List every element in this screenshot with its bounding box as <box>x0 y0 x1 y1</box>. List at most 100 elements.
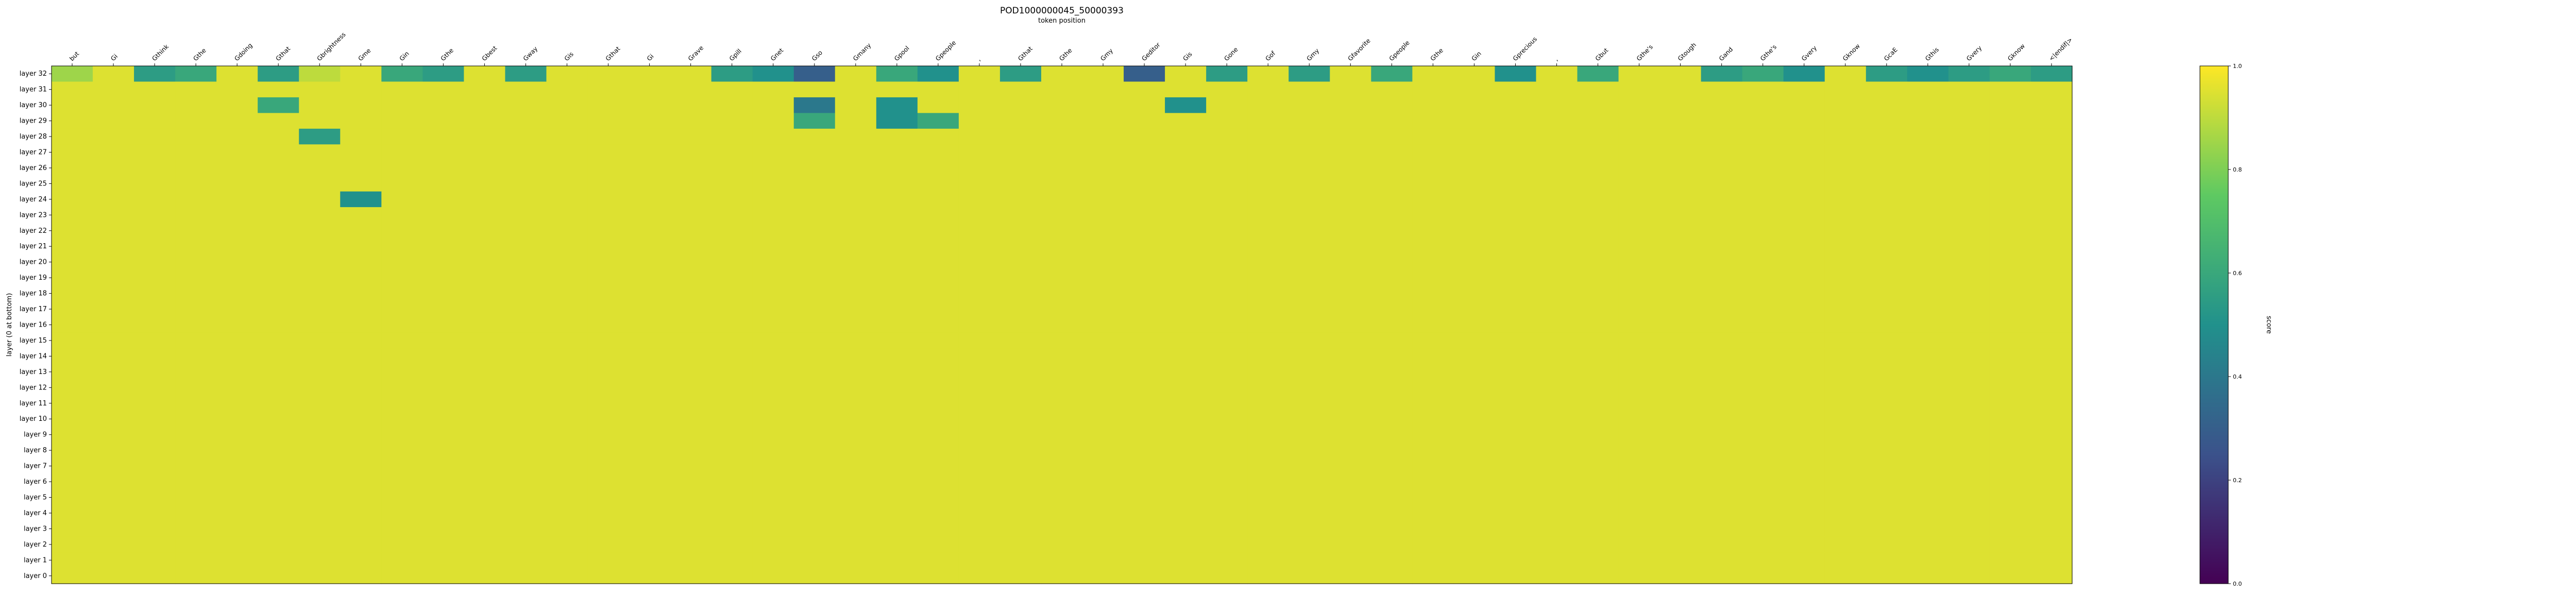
heatmap-cell <box>1866 332 1908 349</box>
heatmap-cell <box>1536 301 1578 317</box>
heatmap-cell <box>1289 380 1330 396</box>
heatmap-cell <box>1082 113 1124 129</box>
heatmap-cell <box>464 66 506 82</box>
heatmap-cell <box>505 317 547 333</box>
heatmap-cell <box>752 458 794 474</box>
heatmap-cell <box>1082 128 1124 145</box>
heatmap-cell <box>422 66 465 82</box>
heatmap-cell <box>1041 144 1083 161</box>
heatmap-cell <box>752 489 794 506</box>
heatmap-cell <box>917 317 959 333</box>
heatmap-cell <box>1618 144 1660 161</box>
heatmap-cell <box>381 285 423 302</box>
heatmap-cell <box>93 505 134 521</box>
heatmap-cell <box>1165 191 1207 208</box>
heatmap-cell <box>381 128 423 145</box>
layer-label: layer 26 <box>20 164 47 172</box>
heatmap-cell <box>299 113 341 129</box>
heatmap-cell <box>216 160 258 176</box>
heatmap-cell <box>1082 160 1124 176</box>
heatmap-cell <box>835 348 877 365</box>
heatmap-cell <box>1824 395 1867 412</box>
token-tick-labels: but Gi Gthink Gthe Gdoing Gthat Gbrightness Gme… <box>68 31 2074 66</box>
heatmap-cell <box>216 254 258 270</box>
heatmap-cell <box>175 332 217 349</box>
heatmap-cell <box>1989 269 2031 286</box>
heatmap-cell <box>1453 160 1496 176</box>
heatmap-cell <box>1371 81 1413 98</box>
heatmap-cell <box>1082 364 1124 380</box>
heatmap-cell <box>216 285 258 302</box>
heatmap-cell <box>711 395 753 412</box>
heatmap-cell <box>958 395 1001 412</box>
heatmap-cell <box>999 113 1042 129</box>
heatmap-cell <box>175 552 217 569</box>
heatmap-cell <box>1041 332 1083 349</box>
token-label: Gway <box>522 45 539 62</box>
heatmap-cell <box>958 160 1001 176</box>
heatmap-cell <box>835 160 877 176</box>
heatmap-cell <box>711 223 753 239</box>
heatmap-cell <box>958 66 1001 82</box>
heatmap-cell <box>1948 505 1990 521</box>
heatmap-cell <box>1165 317 1207 333</box>
heatmap-cell <box>134 489 176 506</box>
heatmap-cell <box>1289 442 1330 458</box>
heatmap-cell <box>1330 473 1371 490</box>
layer-label: layer 3 <box>24 525 47 533</box>
heatmap-cell <box>1577 191 1619 208</box>
heatmap-cell <box>422 113 465 129</box>
heatmap-cell <box>1618 521 1660 537</box>
heatmap-cell <box>1041 536 1083 553</box>
heatmap-cell <box>299 81 341 98</box>
heatmap-cell <box>52 411 93 428</box>
heatmap-cell <box>258 239 299 255</box>
heatmap-cell <box>587 395 630 412</box>
heatmap-cell <box>93 411 134 428</box>
heatmap-cell <box>1041 411 1083 428</box>
heatmap-cell <box>1783 223 1825 239</box>
heatmap-cell <box>1783 552 1825 569</box>
heatmap-cell <box>835 269 877 286</box>
heatmap-cell <box>835 301 877 317</box>
heatmap-cell <box>629 411 671 428</box>
heatmap-cell <box>134 285 176 302</box>
heatmap-cell <box>1824 473 1867 490</box>
heatmap-cell <box>1948 223 1990 239</box>
heatmap-cell <box>1453 285 1496 302</box>
heatmap-cell <box>587 113 630 129</box>
heatmap-cell <box>711 442 753 458</box>
layer-label: layer 24 <box>20 196 47 203</box>
heatmap-cell <box>1659 317 1702 333</box>
heatmap-cell <box>629 505 671 521</box>
heatmap-cell <box>258 176 299 192</box>
heatmap-cell <box>175 66 217 82</box>
heatmap-cell <box>422 395 465 412</box>
heatmap-cell <box>1536 380 1578 396</box>
heatmap-cell <box>505 380 547 396</box>
heatmap-cell <box>1659 521 1702 537</box>
heatmap-cell <box>1824 521 1867 537</box>
heatmap-cell <box>340 301 382 317</box>
heatmap-cell <box>835 223 877 239</box>
heatmap-cell <box>1289 207 1330 224</box>
heatmap-cell <box>587 473 630 490</box>
heatmap-cell <box>340 536 382 553</box>
heatmap-cell <box>1371 427 1413 443</box>
heatmap-cell <box>1907 144 1949 161</box>
heatmap-cell <box>216 332 258 349</box>
heatmap-cell <box>340 473 382 490</box>
heatmap-cell <box>1495 411 1537 428</box>
heatmap-cell <box>1577 473 1619 490</box>
heatmap-cell <box>1948 380 1990 396</box>
heatmap-cell <box>1866 81 1908 98</box>
heatmap-cell <box>422 128 465 145</box>
heatmap-cell <box>917 568 959 584</box>
heatmap-cell <box>1659 207 1702 224</box>
heatmap-cell <box>670 191 712 208</box>
heatmap-cell <box>505 144 547 161</box>
heatmap-cell <box>1536 536 1578 553</box>
heatmap-cell <box>1289 473 1330 490</box>
heatmap-cell <box>793 380 836 396</box>
heatmap-cell <box>52 239 93 255</box>
